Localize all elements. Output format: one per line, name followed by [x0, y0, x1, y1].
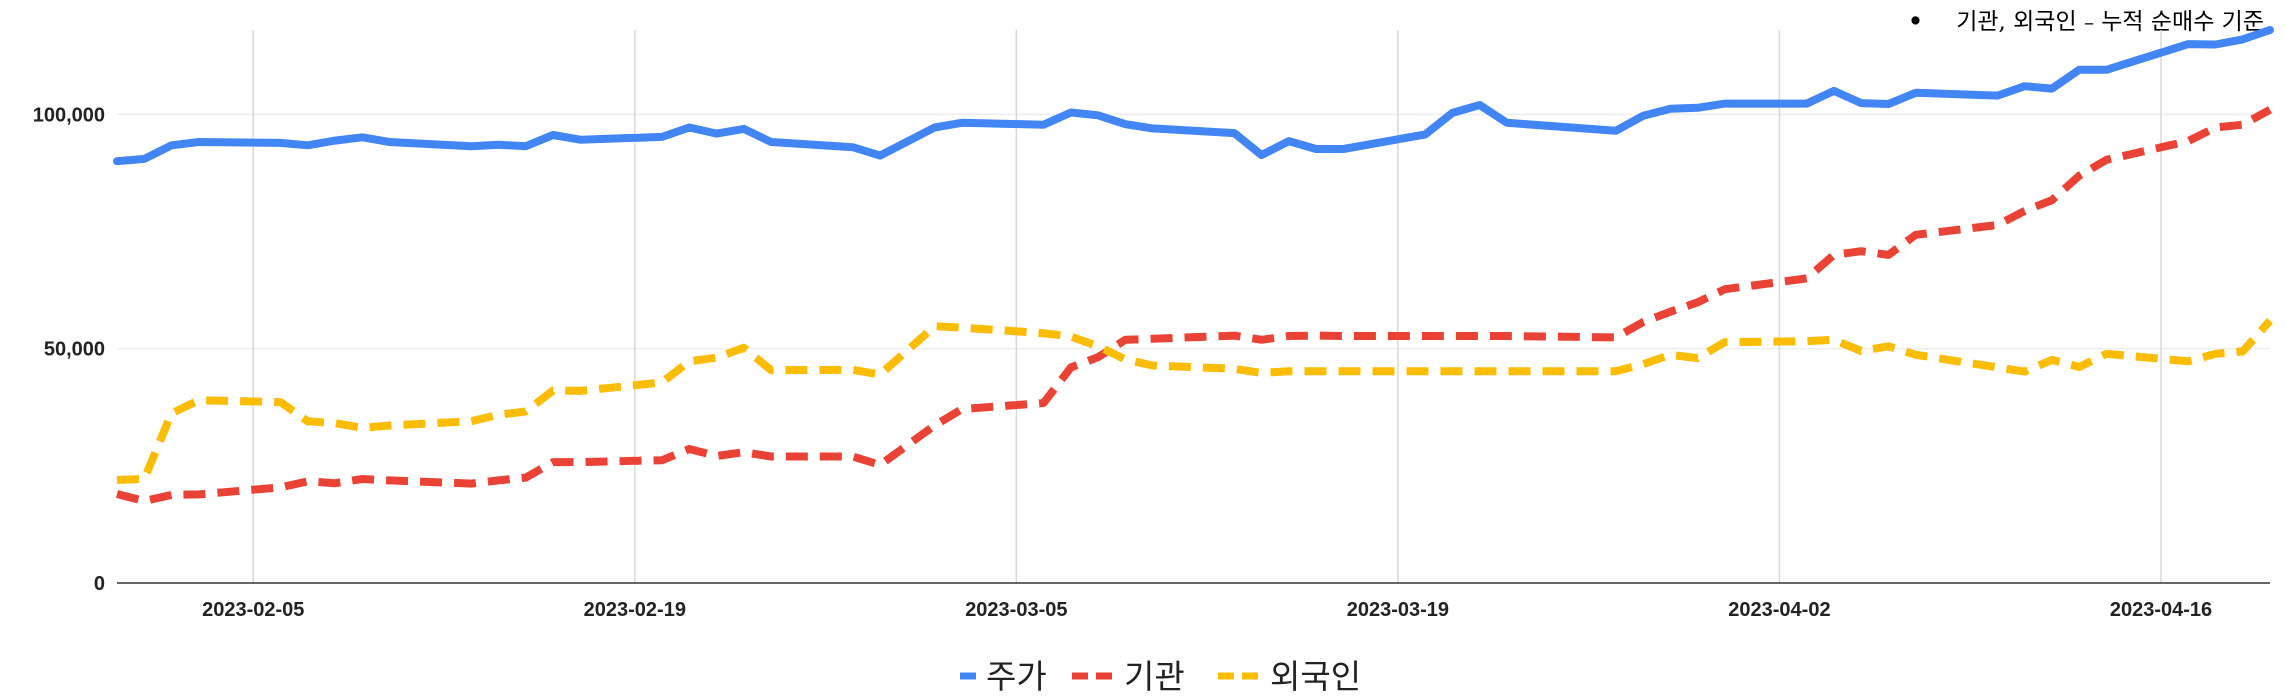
x-tick-label: 2023-04-02	[1728, 599, 1830, 621]
legend-label: 외국인	[1270, 657, 1361, 696]
legend-label: 주가	[986, 657, 1047, 696]
note-dash: –	[2083, 10, 2094, 34]
x-tick-label: 2023-02-05	[202, 599, 304, 621]
series-lines	[113, 26, 2274, 505]
note-bullet: •	[1908, 8, 1923, 35]
series-line-0	[113, 26, 2274, 166]
note-main: 기관, 외국인	[1956, 9, 2077, 35]
x-tick-label: 2023-03-19	[1347, 599, 1449, 621]
legend-label: 기관	[1124, 657, 1185, 696]
y-tick-label: 0	[94, 573, 105, 595]
series-line-1	[116, 106, 2272, 505]
chart-note: • 기관, 외국인 – 누적 순매수 기준	[1908, 2, 2264, 36]
legend: 주가 기관 외국인	[960, 657, 1361, 696]
x-tick-label: 2023-04-16	[2110, 599, 2212, 621]
grid	[117, 30, 2270, 583]
x-tick-label: 2023-03-05	[965, 599, 1067, 621]
y-tick-label: 50,000	[44, 339, 105, 361]
axes: 0 50,000 100,000 2023-02-05 2023-02-19 2023-0…	[33, 104, 2270, 621]
series-line-2	[116, 317, 2273, 484]
note-rest: 누적 순매수 기준	[2101, 9, 2264, 35]
x-tick-label: 2023-02-19	[584, 599, 686, 621]
y-tick-label: 100,000	[33, 104, 105, 126]
